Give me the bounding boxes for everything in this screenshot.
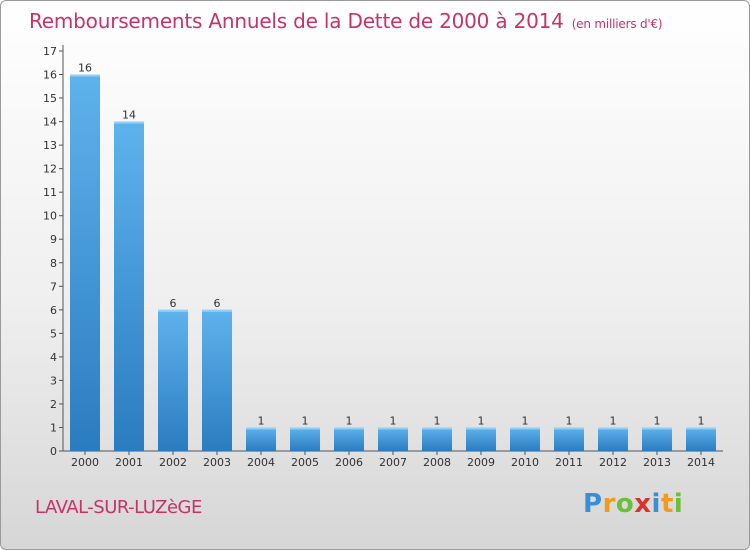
bar-highlight xyxy=(598,427,628,430)
bar-value-label: 1 xyxy=(698,414,705,427)
y-tick-label: 17 xyxy=(43,45,57,58)
bar-value-label: 1 xyxy=(258,414,265,427)
bar-value-label: 6 xyxy=(170,297,177,310)
bar-highlight xyxy=(290,427,320,430)
y-tick-label: 8 xyxy=(50,257,57,270)
proxiti-logo: Proxiti xyxy=(583,489,683,519)
x-tick-label: 2011 xyxy=(555,456,583,469)
y-tick-label: 0 xyxy=(50,445,57,458)
bar-highlight xyxy=(642,427,672,430)
bar-value-label: 1 xyxy=(302,414,309,427)
bar-value-label: 1 xyxy=(522,414,529,427)
logo-letter: P xyxy=(583,489,603,519)
bar-value-label: 1 xyxy=(566,414,573,427)
y-tick-label: 9 xyxy=(50,233,57,246)
y-tick-label: 1 xyxy=(50,421,57,434)
x-tick-label: 2004 xyxy=(247,456,275,469)
bar xyxy=(202,309,232,451)
bar-highlight xyxy=(202,309,232,312)
bar-value-label: 14 xyxy=(122,109,136,122)
bar xyxy=(290,427,320,451)
x-tick-label: 2001 xyxy=(115,456,143,469)
bar xyxy=(598,427,628,451)
bar xyxy=(466,427,496,451)
bar xyxy=(686,427,716,451)
bar-highlight xyxy=(686,427,716,430)
x-tick-label: 2008 xyxy=(423,456,451,469)
bar-highlight xyxy=(246,427,276,430)
chart-subtitle: (en milliers d'€) xyxy=(571,17,663,31)
bar-value-label: 1 xyxy=(478,414,485,427)
y-tick-label: 14 xyxy=(43,116,57,129)
logo-letter: o xyxy=(615,489,635,519)
logo-letter: t xyxy=(660,489,674,519)
y-tick-label: 12 xyxy=(43,163,57,176)
x-tick-label: 2000 xyxy=(71,456,99,469)
x-tick-label: 2012 xyxy=(599,456,627,469)
logo-letter: i xyxy=(651,489,661,519)
bar xyxy=(334,427,364,451)
y-tick-label: 16 xyxy=(43,69,57,82)
x-tick-label: 2013 xyxy=(643,456,671,469)
bar-value-label: 1 xyxy=(346,414,353,427)
x-tick-label: 2002 xyxy=(159,456,187,469)
y-tick-label: 2 xyxy=(50,398,57,411)
y-tick-label: 3 xyxy=(50,374,57,387)
bar-highlight xyxy=(510,427,540,430)
bar-value-label: 1 xyxy=(390,414,397,427)
bar xyxy=(158,309,188,451)
x-tick-label: 2005 xyxy=(291,456,319,469)
y-tick-label: 4 xyxy=(50,351,57,364)
y-tick-label: 11 xyxy=(43,186,57,199)
bar xyxy=(642,427,672,451)
x-tick-label: 2003 xyxy=(203,456,231,469)
x-tick-label: 2006 xyxy=(335,456,363,469)
bar xyxy=(246,427,276,451)
bar xyxy=(378,427,408,451)
logo-letter: r xyxy=(602,489,616,519)
bar xyxy=(70,74,100,451)
bar-highlight xyxy=(70,74,100,77)
bar-highlight xyxy=(378,427,408,430)
bar-value-label: 1 xyxy=(654,414,661,427)
x-tick-label: 2009 xyxy=(467,456,495,469)
chart-title-text: Remboursements Annuels de la Dette de 20… xyxy=(29,9,564,33)
bar xyxy=(422,427,452,451)
bar-value-label: 1 xyxy=(610,414,617,427)
logo-letter: i xyxy=(673,489,684,519)
bar-value-label: 1 xyxy=(434,414,441,427)
bar-highlight xyxy=(422,427,452,430)
bar-highlight xyxy=(554,427,584,430)
commune-name: LAVAL-SUR-LUZèGE xyxy=(35,497,202,518)
bar-highlight xyxy=(466,427,496,430)
bar-highlight xyxy=(334,427,364,430)
bar-value-label: 16 xyxy=(78,62,92,75)
bar-value-label: 6 xyxy=(214,297,221,310)
chart-title: Remboursements Annuels de la Dette de 20… xyxy=(29,9,663,33)
bar xyxy=(114,121,144,452)
y-tick-label: 7 xyxy=(50,280,57,293)
y-tick-label: 10 xyxy=(43,210,57,223)
logo-letter: x xyxy=(634,489,652,519)
bar-highlight xyxy=(114,121,144,124)
bar xyxy=(510,427,540,451)
y-tick-label: 15 xyxy=(43,92,57,105)
y-tick-label: 6 xyxy=(50,304,57,317)
y-tick-label: 13 xyxy=(43,139,57,152)
x-tick-label: 2010 xyxy=(511,456,539,469)
bar-highlight xyxy=(158,309,188,312)
y-tick-label: 5 xyxy=(50,327,57,340)
x-tick-label: 2014 xyxy=(687,456,715,469)
bar xyxy=(554,427,584,451)
x-tick-label: 2007 xyxy=(379,456,407,469)
